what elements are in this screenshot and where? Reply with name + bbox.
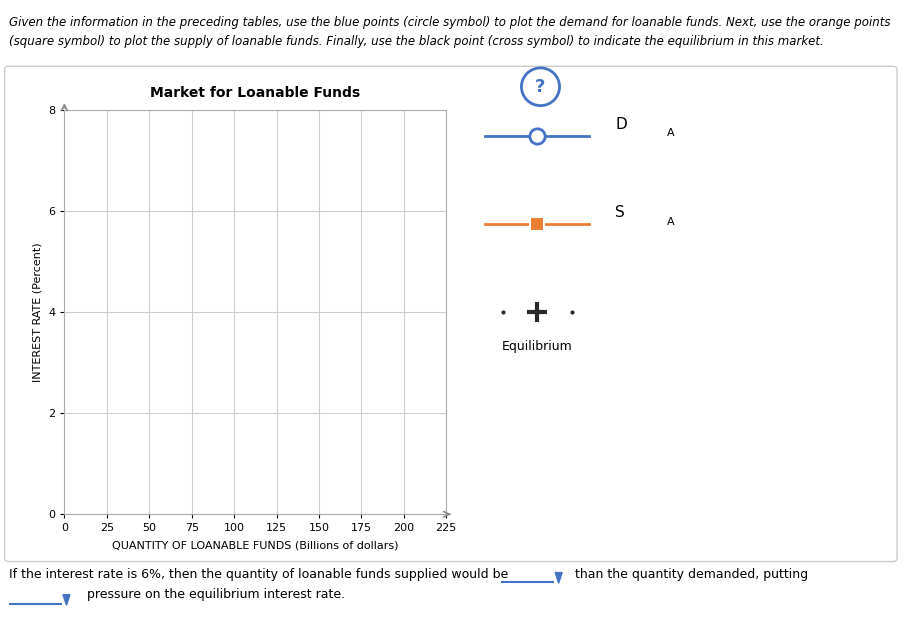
Text: Equilibrium: Equilibrium <box>502 340 572 353</box>
Circle shape <box>521 68 559 105</box>
Polygon shape <box>62 594 70 605</box>
X-axis label: QUANTITY OF LOANABLE FUNDS (Billions of dollars): QUANTITY OF LOANABLE FUNDS (Billions of … <box>112 540 398 550</box>
Text: A: A <box>666 216 674 227</box>
Text: Given the information in the preceding tables, use the blue points (circle symbo: Given the information in the preceding t… <box>9 16 890 29</box>
Text: D: D <box>615 117 626 132</box>
Title: Market for Loanable Funds: Market for Loanable Funds <box>150 86 360 100</box>
Text: If the interest rate is 6%, then the quantity of loanable funds supplied would b: If the interest rate is 6%, then the qua… <box>9 568 508 581</box>
Text: A: A <box>666 128 674 138</box>
Y-axis label: INTEREST RATE (Percent): INTEREST RATE (Percent) <box>33 242 42 382</box>
Text: ?: ? <box>535 78 545 96</box>
Polygon shape <box>555 572 562 583</box>
Text: S: S <box>615 205 624 220</box>
Text: pressure on the equilibrium interest rate.: pressure on the equilibrium interest rat… <box>87 588 346 601</box>
Text: (square symbol) to plot the supply of loanable funds. Finally, use the black poi: (square symbol) to plot the supply of lo… <box>9 35 823 48</box>
Text: than the quantity demanded, putting: than the quantity demanded, putting <box>574 568 807 581</box>
